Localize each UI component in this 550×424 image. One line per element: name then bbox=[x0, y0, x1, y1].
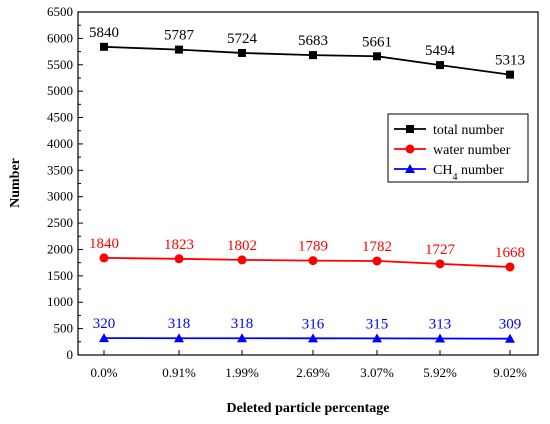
x-axis: 0.0% 0.91% 1.99% 2.69% 3.07% 5.92% 9.02% bbox=[90, 350, 527, 380]
data-label: 1802 bbox=[227, 238, 257, 254]
series-0: 5840 5787 5724 5683 5661 5494 5313 bbox=[89, 25, 525, 79]
data-label: 1727 bbox=[425, 242, 456, 258]
data-label: 318 bbox=[168, 316, 191, 332]
y-tick-label: 1500 bbox=[47, 268, 73, 283]
data-label: 315 bbox=[366, 316, 389, 332]
data-point bbox=[175, 45, 183, 54]
data-point bbox=[435, 259, 445, 269]
data-label: 1823 bbox=[164, 237, 194, 253]
data-point bbox=[174, 254, 184, 264]
data-label: 5683 bbox=[298, 33, 328, 49]
y-tick-label: 5500 bbox=[47, 57, 73, 72]
data-point bbox=[505, 333, 515, 343]
x-tick-label: 0.91% bbox=[162, 365, 196, 380]
data-label: 1668 bbox=[495, 245, 525, 261]
data-point bbox=[238, 48, 246, 57]
legend-marker bbox=[405, 144, 415, 154]
y-tick-label: 500 bbox=[54, 321, 74, 336]
data-point bbox=[373, 52, 381, 61]
legend-item: water number bbox=[394, 143, 511, 158]
x-tick-label: 3.07% bbox=[360, 365, 394, 380]
x-tick-label: 9.02% bbox=[493, 365, 527, 380]
plot-frame bbox=[77, 11, 539, 356]
data-label: 320 bbox=[93, 316, 116, 332]
legend-label: CH4 number bbox=[433, 163, 504, 183]
data-label: 5840 bbox=[89, 25, 119, 41]
y-tick-label: 4500 bbox=[47, 110, 73, 125]
data-point bbox=[237, 255, 247, 265]
y-tick-label: 2500 bbox=[47, 215, 73, 230]
data-point bbox=[309, 51, 317, 60]
x-tick-label: 1.99% bbox=[225, 365, 259, 380]
y-tick-label: 3000 bbox=[47, 189, 73, 204]
data-point bbox=[506, 70, 514, 79]
data-point bbox=[372, 256, 382, 266]
data-label: 1782 bbox=[362, 239, 392, 255]
y-tick-label: 5000 bbox=[47, 83, 73, 98]
y-tick-label: 1000 bbox=[47, 294, 73, 309]
y-tick-label: 0 bbox=[67, 347, 74, 362]
x-tick-label: 5.92% bbox=[423, 365, 457, 380]
data-point bbox=[100, 42, 108, 51]
series-line bbox=[103, 337, 511, 340]
series-layer: 5840 5787 5724 5683 5661 5494 5313 1840 1823 1802… bbox=[89, 25, 525, 343]
x-tick-label: 0.0% bbox=[90, 365, 117, 380]
data-label: 5724 bbox=[227, 31, 258, 47]
data-label: 5787 bbox=[164, 28, 195, 44]
data-point bbox=[99, 333, 109, 343]
y-axis-title: Number bbox=[8, 158, 23, 208]
data-point bbox=[505, 262, 515, 272]
x-tick-label: 2.69% bbox=[296, 365, 330, 380]
y-tick-label: 2000 bbox=[47, 241, 73, 256]
series-line bbox=[103, 257, 511, 268]
legend-label: total number bbox=[433, 123, 504, 138]
legend: total number water number CH4 number bbox=[387, 113, 529, 183]
data-label: 316 bbox=[302, 316, 325, 332]
data-label: 313 bbox=[429, 316, 452, 332]
y-tick-label: 4000 bbox=[47, 136, 73, 151]
data-label: 1789 bbox=[298, 239, 328, 255]
data-label: 1840 bbox=[89, 236, 119, 252]
legend-marker bbox=[405, 164, 415, 173]
series-1: 1840 1823 1802 1789 1782 1727 1668 bbox=[89, 236, 525, 272]
legend-marker bbox=[406, 125, 414, 133]
data-label: 5494 bbox=[425, 43, 456, 59]
legend-label: water number bbox=[433, 143, 511, 158]
y-tick-label: 6000 bbox=[47, 30, 73, 45]
data-label: 318 bbox=[231, 316, 254, 332]
legend-item: total number bbox=[394, 123, 504, 138]
data-point bbox=[308, 256, 318, 266]
y-tick-label: 6500 bbox=[47, 4, 73, 19]
data-point bbox=[372, 333, 382, 343]
data-point bbox=[436, 61, 444, 70]
y-tick-label: 3500 bbox=[47, 162, 73, 177]
data-label: 309 bbox=[499, 317, 522, 333]
data-point bbox=[99, 253, 109, 263]
series-2: 320 318 318 316 315 313 309 bbox=[93, 316, 522, 343]
x-axis-title: Deleted particle percentage bbox=[226, 401, 389, 416]
data-point bbox=[308, 333, 318, 343]
y-axis: 0 500 1000 1500 2000 2500 3000 3500 4000 4500 5000… bbox=[47, 4, 83, 362]
data-label: 5313 bbox=[495, 53, 525, 69]
legend-item: CH4 number bbox=[394, 163, 504, 183]
data-point bbox=[174, 333, 184, 343]
data-point bbox=[237, 333, 247, 343]
data-point bbox=[435, 333, 445, 343]
data-label: 5661 bbox=[362, 34, 392, 50]
